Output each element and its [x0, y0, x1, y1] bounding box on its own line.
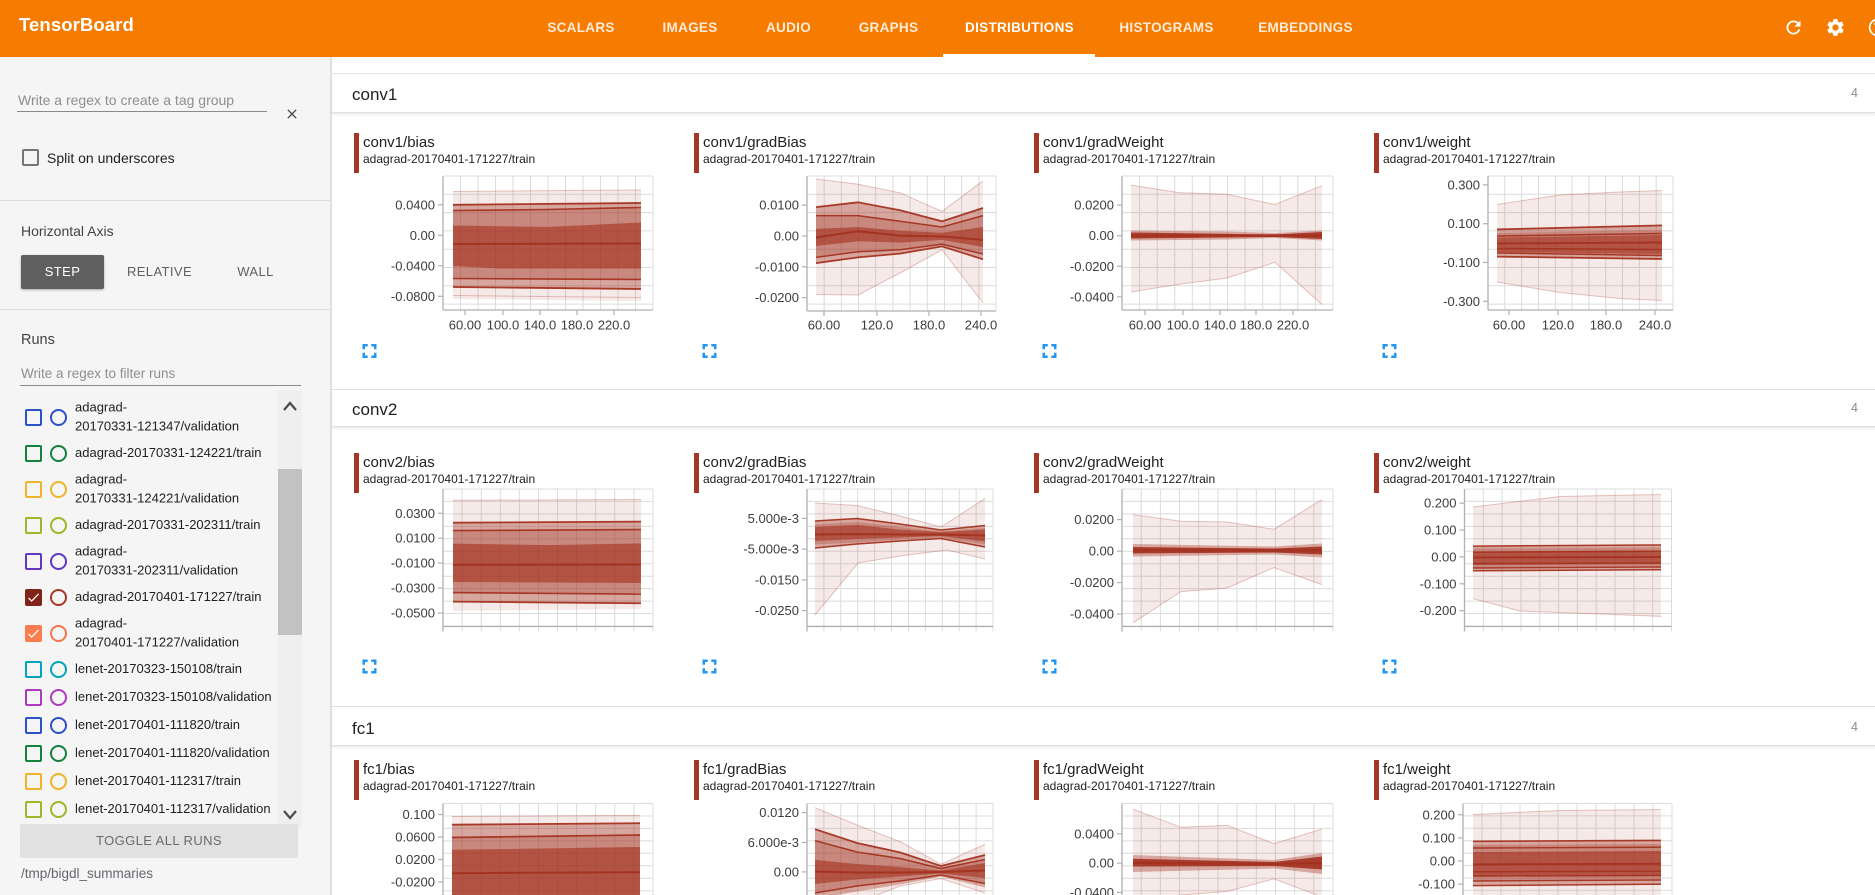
- svg-text:-0.300: -0.300: [1443, 294, 1480, 309]
- svg-text:0.100: 0.100: [1447, 216, 1480, 231]
- svg-text:0.00: 0.00: [410, 228, 435, 243]
- svg-text:0.200: 0.200: [1424, 496, 1457, 511]
- svg-text:0.0300: 0.0300: [395, 506, 435, 521]
- svg-text:-0.0400: -0.0400: [1070, 289, 1114, 304]
- svg-text:0.00: 0.00: [1431, 549, 1456, 564]
- svg-text:-0.0300: -0.0300: [391, 581, 435, 596]
- svg-text:-0.0400: -0.0400: [1070, 885, 1114, 895]
- svg-text:0.100: 0.100: [1422, 830, 1455, 845]
- svg-text:0.00: 0.00: [1430, 854, 1455, 869]
- svg-text:-0.0200: -0.0200: [391, 875, 435, 890]
- svg-text:-0.100: -0.100: [1443, 255, 1480, 270]
- svg-text:120.0: 120.0: [1542, 318, 1575, 333]
- svg-text:0.0120: 0.0120: [759, 805, 799, 820]
- svg-text:0.100: 0.100: [402, 807, 435, 822]
- svg-text:0.0400: 0.0400: [395, 197, 435, 212]
- svg-text:0.0200: 0.0200: [1074, 512, 1114, 527]
- svg-text:0.0400: 0.0400: [1074, 826, 1114, 841]
- svg-text:240.0: 240.0: [1639, 318, 1672, 333]
- svg-text:240.0: 240.0: [965, 318, 998, 333]
- svg-text:-0.0250: -0.0250: [755, 603, 799, 618]
- svg-text:-0.0200: -0.0200: [1070, 259, 1114, 274]
- svg-text:0.0100: 0.0100: [759, 198, 799, 213]
- svg-text:-0.0800: -0.0800: [391, 289, 435, 304]
- svg-text:180.0: 180.0: [1590, 318, 1623, 333]
- svg-text:0.00: 0.00: [1089, 856, 1114, 871]
- svg-text:0.0100: 0.0100: [395, 531, 435, 546]
- svg-text:0.00: 0.00: [774, 864, 799, 879]
- svg-text:-0.0100: -0.0100: [755, 259, 799, 274]
- svg-text:0.0200: 0.0200: [1074, 198, 1114, 213]
- svg-text:120.0: 120.0: [861, 318, 894, 333]
- svg-text:100.0: 100.0: [1167, 318, 1200, 333]
- svg-text:60.00: 60.00: [1493, 318, 1526, 333]
- svg-text:-0.200: -0.200: [1420, 603, 1457, 618]
- svg-text:180.0: 180.0: [1240, 318, 1273, 333]
- svg-text:60.00: 60.00: [808, 318, 841, 333]
- svg-text:-0.100: -0.100: [1418, 877, 1455, 892]
- svg-text:220.0: 220.0: [598, 318, 631, 333]
- svg-text:60.00: 60.00: [1129, 318, 1162, 333]
- svg-text:0.00: 0.00: [774, 229, 799, 244]
- svg-text:-0.0150: -0.0150: [755, 572, 799, 587]
- svg-text:-0.0400: -0.0400: [391, 258, 435, 273]
- svg-text:6.000e-3: 6.000e-3: [748, 835, 799, 850]
- svg-text:0.200: 0.200: [1422, 807, 1455, 822]
- svg-text:220.0: 220.0: [1277, 318, 1310, 333]
- svg-text:180.0: 180.0: [913, 318, 946, 333]
- svg-text:5.000e-3: 5.000e-3: [748, 511, 799, 526]
- svg-text:-0.100: -0.100: [1420, 576, 1457, 591]
- svg-text:-0.0100: -0.0100: [391, 556, 435, 571]
- svg-text:-0.0500: -0.0500: [391, 605, 435, 620]
- svg-text:0.00: 0.00: [1089, 228, 1114, 243]
- svg-text:100.0: 100.0: [487, 318, 520, 333]
- svg-text:-0.0200: -0.0200: [1070, 575, 1114, 590]
- svg-text:-0.0400: -0.0400: [1070, 607, 1114, 622]
- svg-text:180.0: 180.0: [561, 318, 594, 333]
- svg-text:0.300: 0.300: [1447, 177, 1480, 192]
- svg-text:0.0200: 0.0200: [395, 852, 435, 867]
- svg-text:0.00: 0.00: [1089, 544, 1114, 559]
- svg-text:60.00: 60.00: [449, 318, 482, 333]
- svg-text:140.0: 140.0: [1204, 318, 1237, 333]
- svg-text:-5.000e-3: -5.000e-3: [743, 542, 799, 557]
- svg-text:140.0: 140.0: [524, 318, 557, 333]
- svg-text:-0.0200: -0.0200: [755, 290, 799, 305]
- svg-text:0.100: 0.100: [1424, 523, 1457, 538]
- svg-text:0.0600: 0.0600: [395, 830, 435, 845]
